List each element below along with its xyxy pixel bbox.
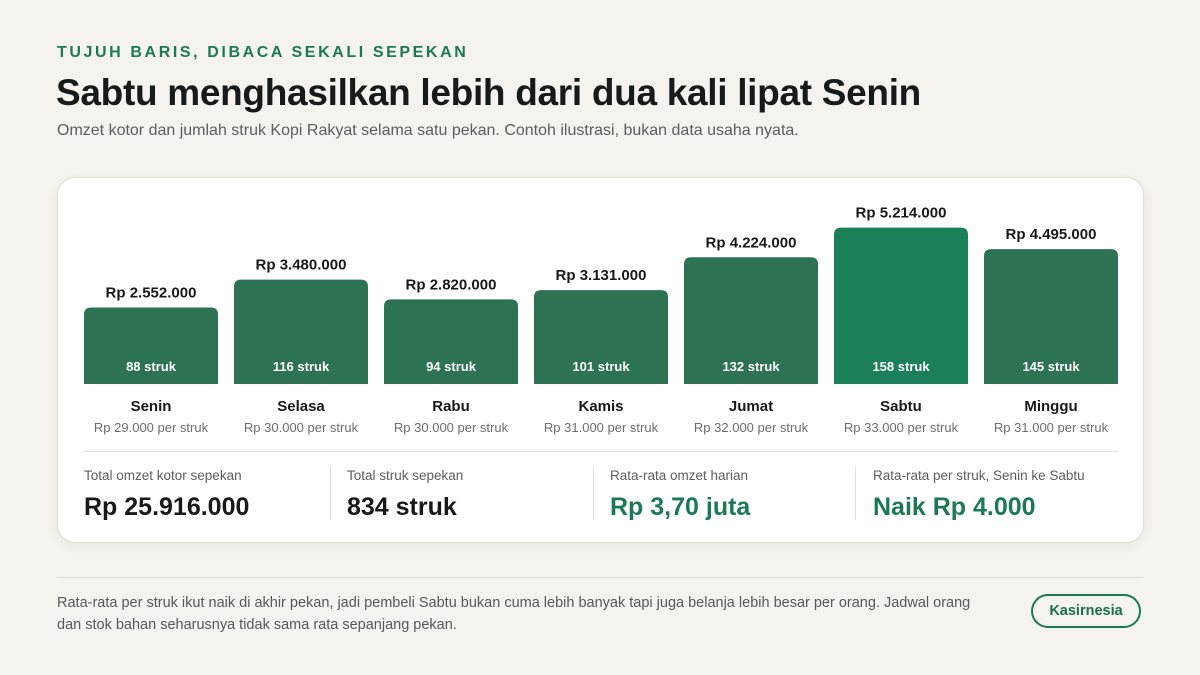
stat-label: Total struk sepekan [347,468,464,483]
category-label: Selasa [277,398,325,415]
page-subtitle: Omzet kotor dan jumlah struk Kopi Rakyat… [57,122,799,139]
bar [384,299,518,384]
eyebrow-label: TUJUH BARIS, DIBACA SEKALI SEPEKAN [57,44,469,61]
revenue-bar-chart: Rp 2.552.000 88 struk Senin Rp 29.000 per s… [84,205,1118,435]
stat-separator [330,466,331,520]
bar-value-label: Rp 5.214.000 [856,205,947,222]
bar [984,249,1118,384]
bar-value-label: Rp 3.480.000 [256,257,347,274]
stat-value: 834 struk [347,493,457,521]
category-label: Sabtu [880,398,922,415]
stat-per-receipt-change: Rata-rata per struk, Senin ke Sabtu Naik… [873,468,1133,521]
stat-value: Rp 3,70 juta [610,493,751,521]
stat-separator [593,466,594,520]
stat-label: Rata-rata per struk, Senin ke Sabtu [873,468,1085,483]
per-receipt-label: Rp 30.000 per struk [244,420,359,435]
stat-value: Naik Rp 4.000 [873,493,1036,521]
per-receipt-label: Rp 33.000 per struk [844,420,959,435]
bar-value-label: Rp 2.552.000 [106,284,197,301]
per-receipt-label: Rp 30.000 per struk [394,420,509,435]
stat-value: Rp 25.916.000 [84,493,250,521]
per-receipt-label: Rp 31.000 per struk [544,420,659,435]
stat-label: Total omzet kotor sepekan [84,468,242,483]
bar-value-label: Rp 4.224.000 [706,234,797,251]
stat-daily-average: Rata-rata omzet harian Rp 3,70 juta [610,468,850,521]
bar-receipt-label: 94 struk [426,359,477,374]
stat-total-revenue: Total omzet kotor sepekan Rp 25.916.000 [84,468,324,521]
page-title: Sabtu menghasilkan lebih dari dua kali l… [56,72,921,113]
stat-total-receipts: Total struk sepekan 834 struk [347,468,587,521]
bar [834,227,968,384]
bar-receipt-label: 116 struk [273,359,330,374]
bar [684,257,818,384]
category-label: Kamis [578,398,623,415]
bar-value-label: Rp 4.495.000 [1006,226,1097,243]
bar-receipt-label: 101 struk [572,359,630,374]
bar-receipt-label: 158 struk [872,359,930,374]
stat-separator [855,466,856,520]
card-divider [83,451,1118,452]
category-label: Jumat [729,398,773,415]
per-receipt-label: Rp 32.000 per struk [694,420,809,435]
bar-value-label: Rp 3.131.000 [556,267,647,284]
footer-note: Rata-rata per struk ikut naik di akhir p… [57,595,971,633]
stat-label: Rata-rata omzet harian [610,468,749,483]
category-label: Senin [131,398,172,415]
chart-card: Rp 2.552.000 88 struk Senin Rp 29.000 per s… [57,177,1144,543]
bar-receipt-label: 145 struk [1022,359,1080,374]
per-receipt-label: Rp 29.000 per struk [94,420,209,435]
category-label: Minggu [1024,398,1077,415]
footer-divider [57,577,1143,578]
bar-receipt-label: 88 struk [126,359,177,374]
per-receipt-label: Rp 31.000 per struk [994,420,1109,435]
bar [84,307,218,384]
brand-button[interactable]: Kasirnesia [1031,594,1141,628]
bar [534,290,668,384]
category-label: Rabu [432,398,470,415]
bar [234,279,368,384]
bar-receipt-label: 132 struk [722,359,780,374]
bar-value-label: Rp 2.820.000 [406,276,497,293]
